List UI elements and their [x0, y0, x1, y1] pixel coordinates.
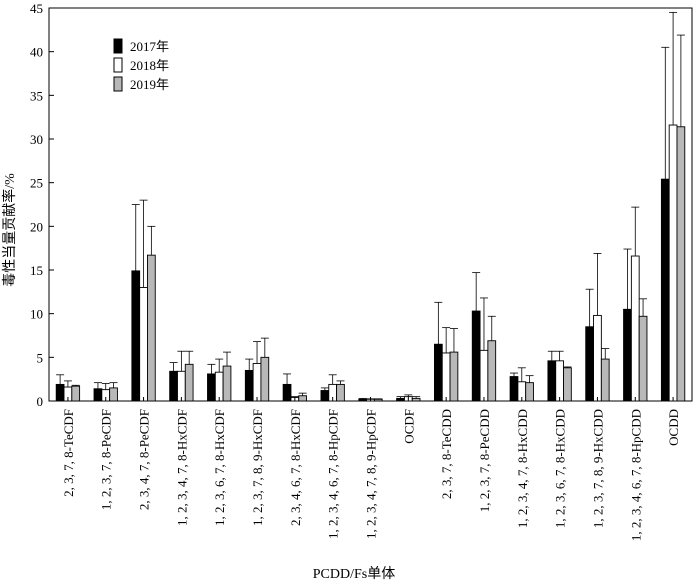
x-tick-label: OCDF — [401, 409, 416, 444]
bar-2017 — [396, 397, 405, 402]
bar-2019 — [676, 126, 686, 402]
bar-2019 — [184, 363, 194, 402]
bar-2019 — [525, 382, 534, 402]
bar-2019 — [260, 356, 270, 402]
x-tick-label: 1, 2, 3, 4, 7, 8-HxCDD — [515, 409, 530, 528]
bar-2017 — [55, 383, 65, 402]
x-tick-label: 1, 2, 3, 4, 7, 8, 9-HpCDF — [364, 409, 379, 539]
bar-2018 — [668, 124, 678, 402]
x-tick-label: 1, 2, 3, 4, 6, 7, 8-HpCDD — [628, 409, 643, 541]
y-tick-label: 35 — [30, 88, 43, 103]
bar-2019 — [487, 340, 497, 402]
x-tick-label: OCDD — [666, 409, 681, 446]
x-tick-label: 2, 3, 4, 6, 7, 8-HxCDF — [288, 409, 303, 526]
bar-2017 — [547, 360, 557, 402]
x-tick-label: 1, 2, 3, 7, 8, 9-HxCDF — [250, 409, 265, 526]
bar-2019 — [449, 351, 459, 402]
y-tick-label: 25 — [30, 176, 43, 191]
bar-2017 — [509, 376, 519, 402]
bar-2018 — [214, 371, 224, 402]
x-axis-ticks: 2, 3, 7, 8-TeCDF 1, 2, 3, 7, 8-PeCDF 2, 3,… — [61, 397, 681, 541]
bar-2018 — [593, 314, 602, 402]
y-axis-label: 毒性当量贡献率/% — [1, 173, 18, 287]
bar-2019 — [411, 397, 421, 402]
y-tick-label: 5 — [37, 350, 44, 365]
legend-label: 2019年 — [130, 77, 169, 92]
bar-2017 — [244, 369, 254, 402]
x-tick-label: 2, 3, 4, 7, 8-PeCDF — [137, 409, 152, 510]
bar-2017 — [320, 390, 330, 402]
bar-2017 — [623, 308, 632, 402]
bar-2018 — [252, 362, 262, 402]
bars — [55, 11, 686, 402]
bar-2018 — [139, 287, 148, 402]
bar-2017 — [358, 398, 368, 402]
bar-2018 — [441, 352, 451, 402]
y-tick-label: 45 — [30, 1, 43, 16]
legend-swatch — [113, 76, 123, 92]
bar-2017 — [207, 373, 216, 402]
x-tick-label: 1, 2, 3, 7, 8-PeCDF — [99, 409, 114, 510]
bar-2019 — [600, 358, 610, 402]
bar-2019 — [373, 398, 383, 402]
bar-2018 — [177, 370, 186, 402]
y-tick-label: 10 — [30, 307, 43, 322]
bar-2019 — [298, 395, 308, 402]
y-tick-label: 20 — [30, 219, 43, 234]
x-axis-label: PCDD/Fs单体 — [313, 566, 395, 582]
bar-2017 — [282, 383, 292, 402]
x-tick-label: 1, 2, 3, 7, 8, 9-HxCDD — [590, 409, 605, 528]
legend-label: 2017年 — [130, 39, 169, 54]
bar-2018 — [479, 349, 489, 402]
x-tick-label: 1, 2, 3, 6, 7, 8-HxCDD — [553, 409, 568, 528]
bar-2019 — [147, 254, 156, 402]
bar-2017 — [660, 178, 670, 402]
bar-2019 — [109, 387, 118, 402]
y-tick-label: 40 — [30, 45, 43, 60]
legend-swatch — [113, 38, 123, 54]
x-tick-label: 1, 2, 3, 4, 7, 8-HxCDF — [174, 409, 189, 526]
bar-2017 — [169, 370, 178, 402]
y-tick-label: 15 — [30, 263, 43, 278]
bar-2019 — [336, 383, 345, 402]
x-tick-label: 1, 2, 3, 7, 8-PeCDD — [477, 409, 492, 512]
legend-label: 2018年 — [130, 58, 169, 73]
x-tick-label: 1, 2, 3, 4, 6, 7, 8-HpCDF — [326, 409, 341, 539]
y-axis-ticks: 0 5 10 15 20 25 30 35 40 45 — [30, 1, 54, 409]
bar-2017 — [93, 388, 103, 402]
legend-swatch — [113, 57, 123, 73]
bar-2019 — [71, 385, 81, 402]
bar-2019 — [563, 367, 572, 402]
legend: 2017年 2018年 2019年 — [113, 38, 169, 92]
bar-2019 — [638, 315, 648, 402]
bar-2017 — [131, 270, 141, 402]
bar-2017 — [585, 326, 594, 402]
x-tick-label: 1, 2, 3, 6, 7, 8-HxCDF — [212, 409, 227, 526]
bar-2017 — [433, 343, 443, 402]
x-tick-label: 2, 3, 7, 8-TeCDD — [439, 409, 454, 499]
y-tick-label: 30 — [30, 132, 43, 147]
bar-2017 — [471, 310, 481, 402]
y-tick-label: 0 — [37, 394, 44, 409]
x-tick-label: 2, 3, 7, 8-TeCDF — [61, 409, 76, 497]
bar-2019 — [222, 365, 232, 402]
bar-2018 — [555, 360, 564, 402]
bar-2018 — [630, 255, 640, 402]
